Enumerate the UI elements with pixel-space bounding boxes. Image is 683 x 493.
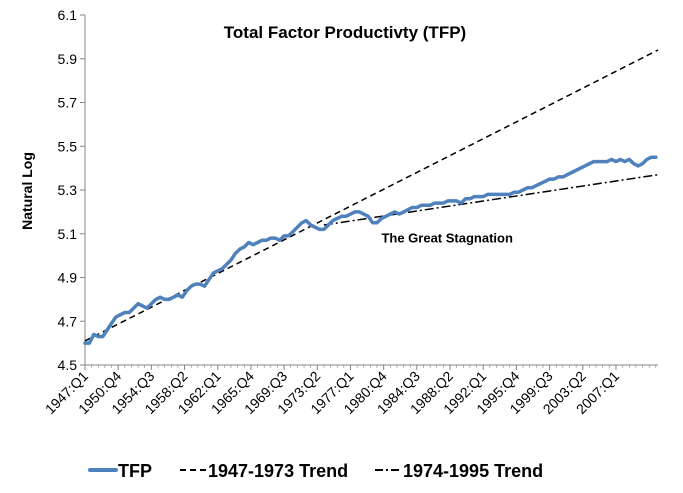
y-tick-labels: 4.5 4.7 4.9 5.1 5.3 5.5 5.7 5.9 6.1	[58, 7, 85, 373]
y-tick-label: 5.3	[58, 182, 78, 198]
annotation-great-stagnation: The Great Stagnation	[381, 231, 513, 246]
series-trend-1947-1973-line	[84, 49, 659, 342]
y-tick-label: 4.9	[58, 270, 78, 286]
y-axis-label: Natural Log	[19, 152, 35, 230]
series-layer	[83, 49, 659, 345]
y-tick-label: 4.7	[58, 313, 78, 329]
legend: TFP 1947-1973 Trend 1974-1995 Trend	[88, 461, 543, 481]
axes	[84, 15, 658, 366]
y-tick-label: 4.5	[58, 357, 78, 373]
y-tick-label: 5.1	[58, 226, 78, 242]
legend-label: 1974-1995 Trend	[403, 461, 543, 481]
y-tick-label: 5.9	[58, 51, 78, 67]
y-tick-label: 6.1	[58, 7, 78, 23]
series-trend-1974-1995-line	[323, 173, 659, 226]
legend-label: 1947-1973 Trend	[208, 461, 348, 481]
series-tfp-line	[83, 155, 658, 345]
y-tick-label: 5.7	[58, 95, 78, 111]
y-tick-label: 5.5	[58, 138, 78, 154]
legend-label: TFP	[118, 461, 152, 481]
chart-title: Total Factor Productivty (TFP)	[224, 23, 466, 42]
